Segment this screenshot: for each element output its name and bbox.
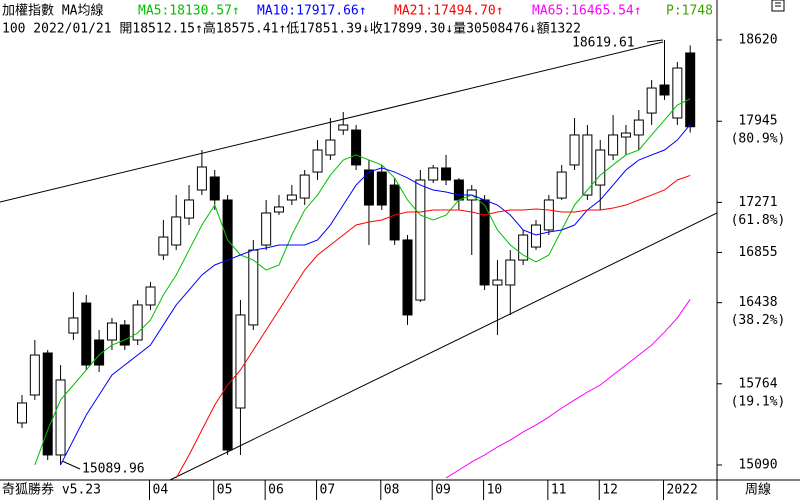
legend-entry: MA10:17917.66↑ <box>257 4 367 19</box>
candle-body <box>492 279 503 286</box>
x-tick-label: 08 <box>384 483 400 498</box>
y-tick-label: 15764 <box>738 376 777 391</box>
ma-line <box>175 174 691 479</box>
candle-body <box>132 304 143 341</box>
x-tick-label: 2022 <box>667 483 698 498</box>
candle-body <box>42 352 53 456</box>
candle-body <box>556 171 567 199</box>
candle-body <box>428 167 439 181</box>
candle-body <box>145 286 156 306</box>
candle-body <box>209 176 220 201</box>
candle-body <box>17 402 27 424</box>
fib-label: (61.8%) <box>731 213 786 228</box>
candle-body <box>531 224 541 248</box>
candle-body <box>299 174 310 199</box>
candle-body <box>196 166 207 191</box>
y-tick-label: 16438 <box>738 295 777 310</box>
candle-body <box>119 324 130 346</box>
candle-body <box>453 179 464 201</box>
ma-line <box>34 98 691 466</box>
ma-line <box>445 299 691 479</box>
candle-body <box>29 354 40 396</box>
candle-body <box>171 216 182 246</box>
trend-line <box>0 41 664 203</box>
candle-body <box>68 317 79 334</box>
candle-body <box>351 129 362 166</box>
x-tick-label: 06 <box>268 483 284 498</box>
candle-body <box>81 302 92 366</box>
candle-body <box>106 322 117 341</box>
candle-body <box>402 239 413 316</box>
extra-label: P:1748 <box>666 4 713 19</box>
candle-body <box>389 184 400 241</box>
legend-entry: MA5:18130.57↑ <box>138 4 240 19</box>
quote-info: 100 2022/01/21 開18512.15↑高18575.41↑低1785… <box>2 21 581 37</box>
y-tick-label: 16855 <box>738 245 777 260</box>
ma-line <box>60 124 691 466</box>
candle-body <box>184 199 195 219</box>
high-annotation: 18619.61 <box>572 36 635 51</box>
candle-body <box>633 119 644 136</box>
candle-body <box>286 194 297 201</box>
x-tick-label: 11 <box>551 483 567 498</box>
low-annotation: 15089.96 <box>82 462 145 477</box>
plot-area <box>0 39 717 480</box>
candle-body <box>325 139 336 156</box>
annotation-leader <box>61 460 81 470</box>
x-tick-label: 04 <box>153 483 169 498</box>
trend-line <box>169 212 717 480</box>
candle-body <box>479 199 490 286</box>
y-tick-label: 17271 <box>738 195 777 210</box>
x-tick-label: 05 <box>217 483 233 498</box>
candle-body <box>235 314 246 409</box>
candle-body <box>608 134 619 156</box>
x-tick-label: 12 <box>602 483 618 498</box>
header: 加權指數 MA均線 P:1748 100 2022/01/21 開18512.1… <box>2 3 713 37</box>
candle-body <box>376 171 387 206</box>
candle-body <box>158 236 169 256</box>
y-tick-label: 15090 <box>738 457 777 472</box>
candle-body <box>505 259 516 286</box>
candle-body <box>518 234 529 261</box>
candle-body <box>620 132 631 138</box>
candle-body <box>646 87 657 114</box>
candle-body <box>582 134 593 196</box>
candle-body <box>363 169 374 206</box>
candle-body <box>672 67 683 119</box>
x-tick-label: 07 <box>320 483 336 498</box>
candle-body <box>685 52 696 128</box>
fib-label: (19.1%) <box>731 394 786 409</box>
x-tick-label: 09 <box>435 483 451 498</box>
chart-title: 加權指數 MA均線 <box>2 3 103 19</box>
candle-body <box>55 379 66 456</box>
y-tick-label: 17945 <box>738 114 777 129</box>
settings-icon[interactable] <box>771 0 785 12</box>
period-label: 周線 <box>745 482 771 498</box>
candle-body <box>338 124 349 131</box>
candle-body <box>312 149 323 173</box>
legend-entry: MA65:16465.54↑ <box>532 4 642 19</box>
candle-body <box>94 339 105 366</box>
legend-entry: MA21:17494.70↑ <box>394 4 504 19</box>
candle-body <box>595 149 606 186</box>
fib-label: (80.9%) <box>731 132 786 147</box>
candle-body <box>222 199 233 451</box>
annotation-leader <box>646 39 664 43</box>
candle-body <box>441 167 452 181</box>
candle-body <box>569 134 580 166</box>
candle-body <box>415 179 426 301</box>
candle-body <box>659 84 670 96</box>
y-tick-label: 18620 <box>738 32 777 47</box>
footer-label: 奇狐勝券 v5.23 <box>2 482 101 498</box>
candle-body <box>274 206 284 213</box>
candle-body <box>261 212 272 246</box>
candle-body <box>543 199 554 231</box>
fib-label: (38.2%) <box>731 313 786 328</box>
x-tick-label: 10 <box>487 483 503 498</box>
candle-body <box>248 249 259 326</box>
